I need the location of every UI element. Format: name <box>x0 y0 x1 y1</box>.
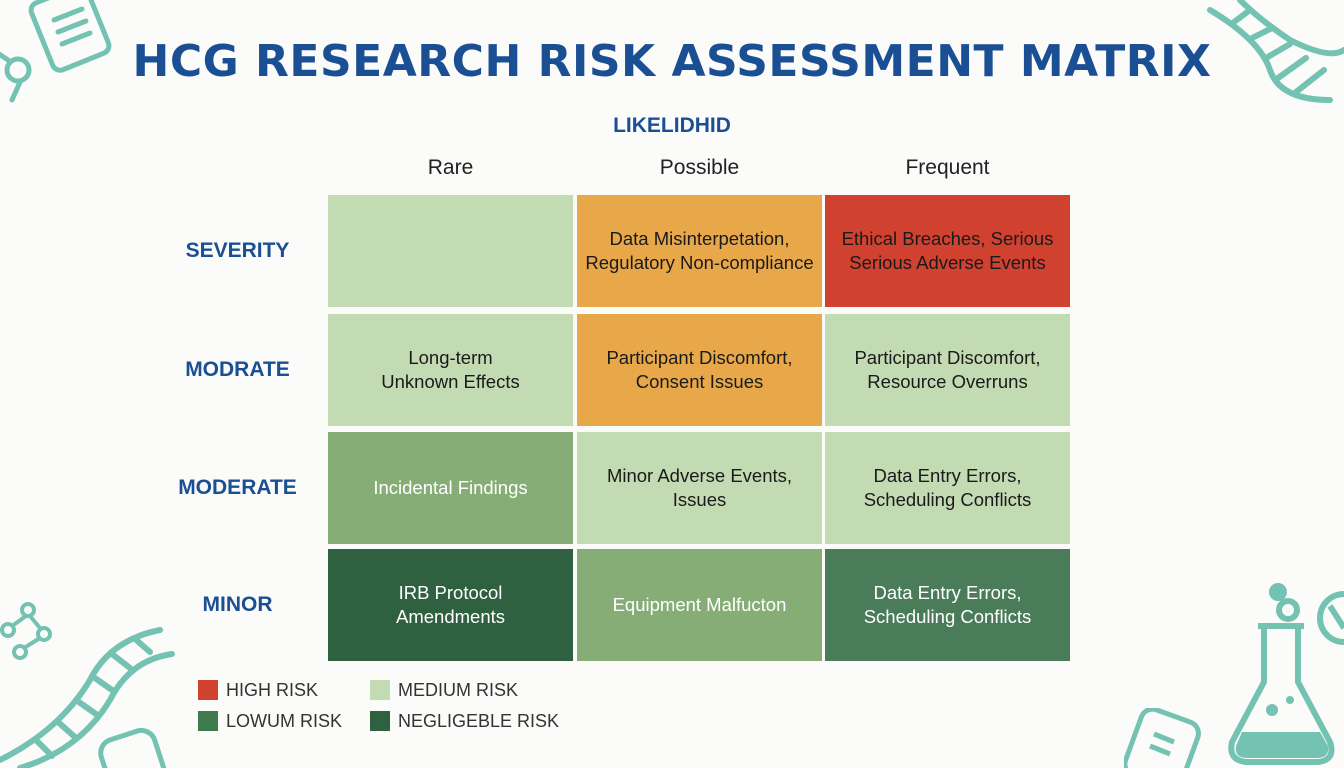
legend-item-low-risk: LOWUM RISK <box>198 710 342 732</box>
matrix-cell <box>328 195 573 307</box>
matrix-cell: Data Entry Errors, Scheduling Conflicts <box>825 432 1070 544</box>
column-header-possible: Possible <box>659 156 740 179</box>
legend-swatch <box>370 680 390 700</box>
legend-label: NEGLIGEBLE RISK <box>398 710 560 731</box>
legend-label: MEDIUM RISK <box>398 679 519 700</box>
row-header-severity: SEVERITY <box>185 239 290 262</box>
likelihood-axis-label: LIKELIDHID <box>613 114 731 137</box>
matrix-cell: Long-term Unknown Effects <box>328 314 573 426</box>
column-header-frequent: Frequent <box>905 156 990 179</box>
test-tube-icon <box>98 728 168 768</box>
legend-swatch <box>198 711 218 731</box>
row-header-minor: MINOR <box>202 593 273 616</box>
matrix-cell: Minor Adverse Events, Issues <box>577 432 822 544</box>
matrix-cell: Equipment Malfucton <box>577 549 822 661</box>
legend-label: LOWUM RISK <box>226 710 343 731</box>
legend-swatch <box>198 680 218 700</box>
legend-swatch <box>370 711 390 731</box>
flask-icon <box>1228 583 1335 765</box>
clipboard-icon <box>1124 708 1201 768</box>
legend-item-medium-risk: MEDIUM RISK <box>370 679 518 701</box>
row-header-moderate: MODERATE <box>178 476 297 499</box>
matrix-cell: Participant Discomfort, Resource Overrun… <box>825 314 1070 426</box>
row-header-modrate: MODRATE <box>185 358 290 381</box>
dna-helix-icon <box>0 627 175 768</box>
matrix-cell: Data Entry Errors, Scheduling Conflicts <box>825 549 1070 661</box>
pill-icon <box>1317 591 1344 645</box>
dna-helix-icon <box>1207 0 1344 103</box>
column-header-rare: Rare <box>427 156 474 179</box>
matrix-cell: Data Misinterpetation, Regulatory Non-co… <box>577 195 822 307</box>
matrix-cell: IRB Protocol Amendments <box>328 549 573 661</box>
legend-item-high-risk: HIGH RISK <box>198 679 318 701</box>
matrix-cell: Participant Discomfort, Consent Issues <box>577 314 822 426</box>
legend-item-negligible-risk: NEGLIGEBLE RISK <box>370 710 559 732</box>
molecule-icon <box>0 602 52 660</box>
clipboard-molecule-icon <box>0 0 112 103</box>
matrix-cell: Ethical Breaches, Serious Serious Advers… <box>825 195 1070 307</box>
matrix-cell: Incidental Findings <box>328 432 573 544</box>
page-title: HCG RESEARCH RISK ASSESSMENT MATRIX <box>132 36 1212 87</box>
legend-label: HIGH RISK <box>226 679 319 700</box>
